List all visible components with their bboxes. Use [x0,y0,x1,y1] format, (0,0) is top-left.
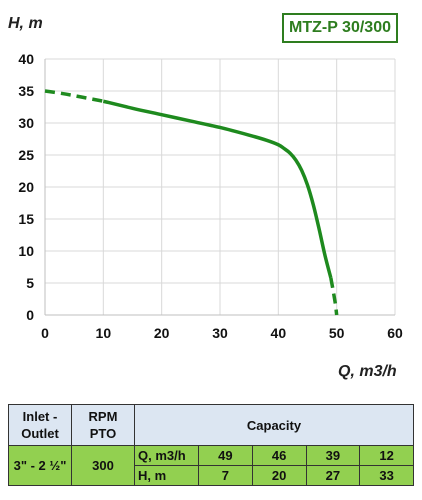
x-tick-label: 0 [41,325,49,341]
curve-dashed-segment [329,277,339,316]
curve-dashed-segment [44,89,104,103]
gridlines [44,58,396,316]
rpm-value: 300 [71,445,135,486]
y-tick-label: 20 [18,179,34,195]
x-tick-label: 20 [154,325,170,341]
rpm-header: RPM PTO [71,404,135,446]
x-tick-label: 30 [212,325,228,341]
y-tick-label: 0 [26,307,34,323]
y-axis-label: H, m [8,15,43,32]
x-tick-label: 10 [96,325,112,341]
model-label: MTZ-P 30/300 [289,19,391,36]
x-tick-labels: 0 10 20 30 40 50 60 [41,325,403,341]
h-value-cell: 20 [251,465,307,486]
h-value-cell: 7 [198,465,253,486]
model-badge: MTZ-P 30/300 [282,13,398,43]
performance-curve [44,89,339,316]
y-tick-label: 5 [26,275,34,291]
q-value-cell: 46 [251,445,307,466]
x-tick-label: 50 [329,325,345,341]
y-tick-labels: 0 5 10 15 20 25 30 35 40 [18,51,34,323]
h-value-cell: 33 [359,465,414,486]
q-value-cell: 12 [359,445,414,466]
curve-solid-segment [102,99,333,279]
q-value-cell: 49 [198,445,253,466]
h-row-label: H, m [134,465,199,486]
q-value-cell: 39 [305,445,361,466]
y-tick-label: 25 [18,147,34,163]
inlet-outlet-value: 3" - 2 ½" [8,445,72,486]
y-tick-label: 15 [18,211,34,227]
pump-curve-chart: 0 10 20 30 40 50 60 0 5 10 15 20 25 30 35 40 H, m Q, m… [8,15,403,380]
q-row-label: Q, m3/h [134,445,199,466]
x-axis-label: Q, m3/h [338,363,397,380]
x-tick-label: 60 [387,325,403,341]
spec-table: Inlet - Outlet RPM PTO Capacity 3" - 2 ½" … [8,404,414,486]
y-tick-label: 35 [18,83,34,99]
y-tick-label: 30 [18,115,34,131]
x-tick-label: 40 [271,325,287,341]
inlet-outlet-header: Inlet - Outlet [8,404,72,446]
h-value-cell: 27 [305,465,361,486]
y-tick-label: 40 [18,51,34,67]
y-tick-label: 10 [18,243,34,259]
capacity-header: Capacity [134,404,414,446]
